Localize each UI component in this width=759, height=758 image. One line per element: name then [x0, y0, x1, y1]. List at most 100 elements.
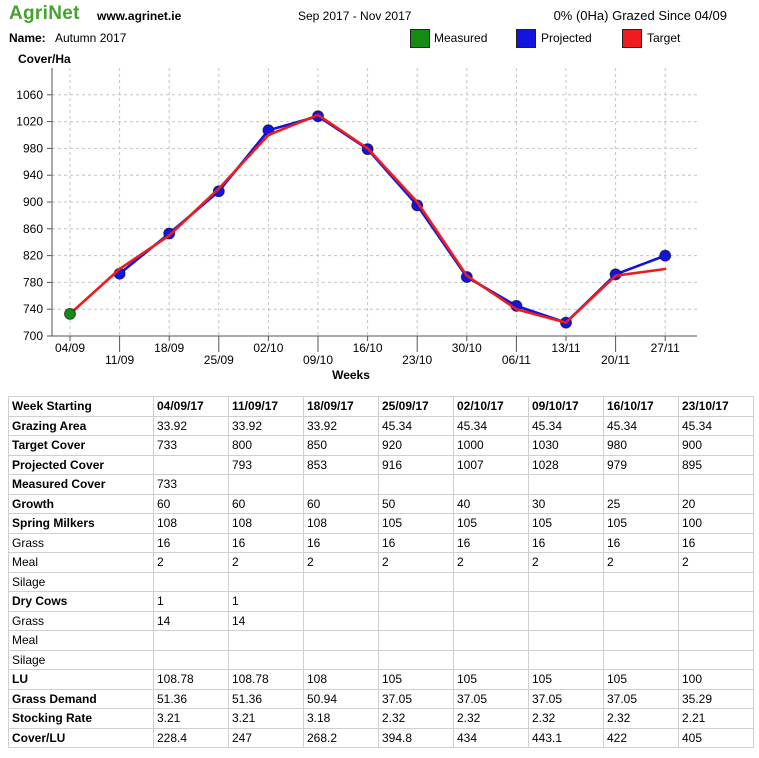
row-grass-demand: Grass Demand 51.36 51.36 50.94 37.05 37.05 37.… [8, 688, 754, 709]
table-cell: 800 [228, 435, 304, 456]
table-cell: 3.21 [153, 708, 229, 729]
table-cell [678, 591, 754, 612]
table-cell: 45.34 [453, 415, 529, 436]
row-label: Stocking Rate [8, 708, 154, 729]
series-group [64, 110, 672, 329]
table-cell: 16 [228, 532, 304, 553]
table-cell: 100 [678, 669, 754, 690]
table-cell [528, 630, 604, 651]
table-cell: 2.32 [378, 708, 454, 729]
table-cell: 920 [378, 435, 454, 456]
plan-name: Autumn 2017 [55, 31, 127, 45]
table-cell [153, 630, 229, 651]
report-period: Sep 2017 - Nov 2017 [298, 9, 412, 23]
x-tick-label: 27/11 [651, 341, 680, 355]
table-cell [228, 571, 304, 592]
x-tick-label: 02/10 [253, 341, 283, 355]
table-cell [453, 610, 529, 631]
row-lu: LU 108.78 108.78 108 105 105 105 105 100 [8, 669, 754, 690]
table-cell [603, 474, 679, 495]
table-cell: 3.21 [228, 708, 304, 729]
row-stocking-rate: Stocking Rate 3.21 3.21 3.18 2.32 2.32 2.32 2.3… [8, 708, 754, 729]
y-tick-label: 900 [23, 195, 43, 209]
table-cell: 45.34 [378, 415, 454, 436]
table-cell [678, 474, 754, 495]
table-cell: 16 [603, 532, 679, 553]
row-label: Silage [8, 649, 154, 670]
table-cell: 405 [678, 727, 754, 748]
week-column-header: 09/10/17 [528, 396, 604, 417]
grazing-plan-table: Week Starting 04/09/17 11/09/17 18/09/17 25/… [8, 396, 754, 748]
table-cell: 33.92 [153, 415, 229, 436]
row-label: LU [8, 669, 154, 690]
table-cell: 2.32 [603, 708, 679, 729]
table-cell [378, 474, 454, 495]
table-cell: 1000 [453, 435, 529, 456]
table-cell: 20 [678, 493, 754, 514]
table-cell: 105 [378, 513, 454, 534]
y-tick-label: 780 [23, 275, 43, 289]
table-cell [603, 649, 679, 670]
table-cell: 14 [228, 610, 304, 631]
row-measured-cover: Measured Cover 733 [8, 474, 754, 495]
table-cell: 793 [228, 454, 304, 475]
table-cell [453, 571, 529, 592]
website-address: www.agrinet.ie [97, 9, 182, 23]
table-cell: 2 [678, 552, 754, 573]
row-label: Grass Demand [8, 688, 154, 709]
table-cell: 2.21 [678, 708, 754, 729]
table-cell: 50 [378, 493, 454, 514]
row-label: Dry Cows [8, 591, 154, 612]
table-cell: 1030 [528, 435, 604, 456]
table-cell: 434 [453, 727, 529, 748]
table-cell: 900 [678, 435, 754, 456]
table-cell: 2 [528, 552, 604, 573]
table-cell: 16 [453, 532, 529, 553]
table-cell [228, 630, 304, 651]
y-tick-label: 860 [23, 222, 43, 236]
table-cell: 16 [678, 532, 754, 553]
table-cell: 105 [453, 513, 529, 534]
table-cell [528, 474, 604, 495]
table-cell [378, 630, 454, 651]
x-tick-label: 04/09 [55, 341, 85, 355]
week-column-header: 16/10/17 [603, 396, 679, 417]
row-spring-milkers-silage: Silage [8, 571, 754, 592]
table-cell: 2 [153, 552, 229, 573]
table-cell [528, 571, 604, 592]
table-cell: 16 [153, 532, 229, 553]
legend-swatch-projected [516, 29, 536, 48]
table-cell: 45.34 [528, 415, 604, 436]
row-label: Grass [8, 532, 154, 553]
y-tick-label: 1020 [16, 115, 43, 129]
table-cell [603, 571, 679, 592]
projected-point [212, 185, 225, 198]
table-cell [453, 591, 529, 612]
table-cell: 60 [153, 493, 229, 514]
row-cover-lu: Cover/LU 228.4 247 268.2 394.8 434 443.1 422 405 [8, 727, 754, 748]
table-cell [678, 571, 754, 592]
table-cell: 30 [528, 493, 604, 514]
row-label: Cover/LU [8, 727, 154, 748]
legend-label-projected: Projected [541, 31, 592, 45]
plan-name-label: Name: [9, 31, 46, 45]
table-cell [378, 591, 454, 612]
measured-point [64, 307, 76, 320]
table-cell: 980 [603, 435, 679, 456]
table-cell: 16 [303, 532, 379, 553]
grass-cover-chart: 700 740 780 820 860 900 940 980 1020 1060 04/09 11/… [16, 68, 697, 382]
table-cell: 100 [678, 513, 754, 534]
week-column-header: 25/09/17 [378, 396, 454, 417]
legend-label-target: Target [647, 31, 681, 45]
table-cell: 247 [228, 727, 304, 748]
table-cell: 51.36 [153, 688, 229, 709]
y-tick-label: 1060 [16, 88, 43, 102]
row-label: Measured Cover [8, 474, 154, 495]
table-cell: 105 [603, 669, 679, 690]
table-cell [528, 591, 604, 612]
y-axis-title: Cover/Ha [18, 52, 71, 66]
table-cell [228, 474, 304, 495]
table-cell: 105 [378, 669, 454, 690]
x-tick-label: 16/10 [353, 341, 383, 355]
x-tick-label: 11/09 [105, 353, 134, 367]
